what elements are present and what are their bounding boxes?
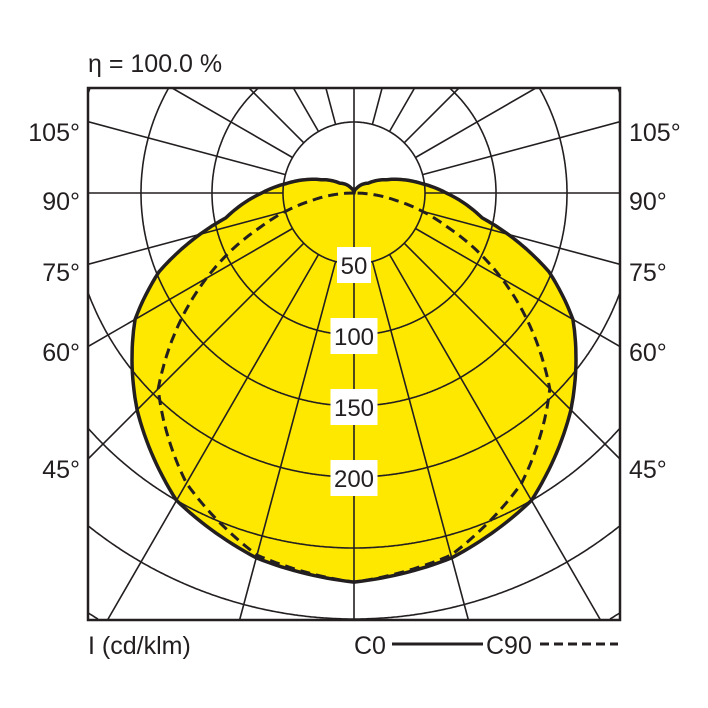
legend-c0-label: C0 (354, 632, 386, 660)
angle-label-right-90: 90° (629, 188, 667, 216)
angle-label-left-60: 60° (42, 339, 80, 367)
grid-radial-line (88, 227, 293, 348)
angle-label-left-45: 45° (42, 456, 80, 484)
radial-tick-label: 200 (334, 466, 374, 493)
radial-tick-label-bg (330, 389, 378, 425)
angle-label-right-105: 105° (629, 119, 681, 147)
grid-radial-line (415, 88, 537, 159)
angle-label-right-45: 45° (629, 456, 667, 484)
grid-radial-line (371, 261, 470, 620)
grid-circle-350 (88, 612, 620, 620)
grid-radial-line (403, 242, 620, 460)
grid-radial-line (292, 88, 320, 132)
grid-circle-250 (88, 427, 620, 549)
grid-radial-line (415, 227, 620, 348)
radial-tick-label: 100 (334, 324, 374, 351)
angle-label-right-60: 60° (629, 339, 667, 367)
grid-circle-150 (140, 88, 568, 407)
grid-radial-line (371, 88, 383, 125)
angle-label-left-90: 90° (42, 188, 80, 216)
chart-title: η = 100.0 % (88, 50, 222, 78)
grid-radial-line (388, 254, 602, 620)
grid-radial-line (88, 242, 305, 460)
grid-radial-line (422, 120, 620, 176)
grid-circle-100 (211, 88, 497, 336)
legend-c90-label: C90 (486, 632, 532, 660)
angle-label-right-75: 75° (629, 259, 667, 287)
radial-tick-label: 50 (341, 253, 368, 280)
grid-radial-line (325, 88, 337, 125)
angle-label-left-75: 75° (42, 259, 80, 287)
radial-tick-label: 150 (334, 395, 374, 422)
c0-curve (130, 177, 578, 584)
grid-radial-line (238, 261, 337, 620)
grid-radial-line (403, 88, 460, 144)
radial-tick-label-bg (330, 318, 378, 354)
unit-label: I (cd/klm) (88, 632, 191, 660)
grid-radial-line (388, 88, 416, 132)
radial-tick-label-bg (330, 460, 378, 496)
grid-radial-line (171, 88, 293, 159)
grid-radial-line (422, 210, 620, 266)
grid-radial-line (248, 88, 305, 144)
radial-tick-label-bg (337, 247, 371, 283)
grid-radial-line (88, 210, 286, 266)
angle-label-left-105: 105° (28, 119, 80, 147)
grid-radial-line (106, 254, 320, 620)
grid-circle-300 (88, 525, 620, 620)
plot-frame (86, 86, 622, 622)
grid-radial-line (88, 120, 286, 176)
